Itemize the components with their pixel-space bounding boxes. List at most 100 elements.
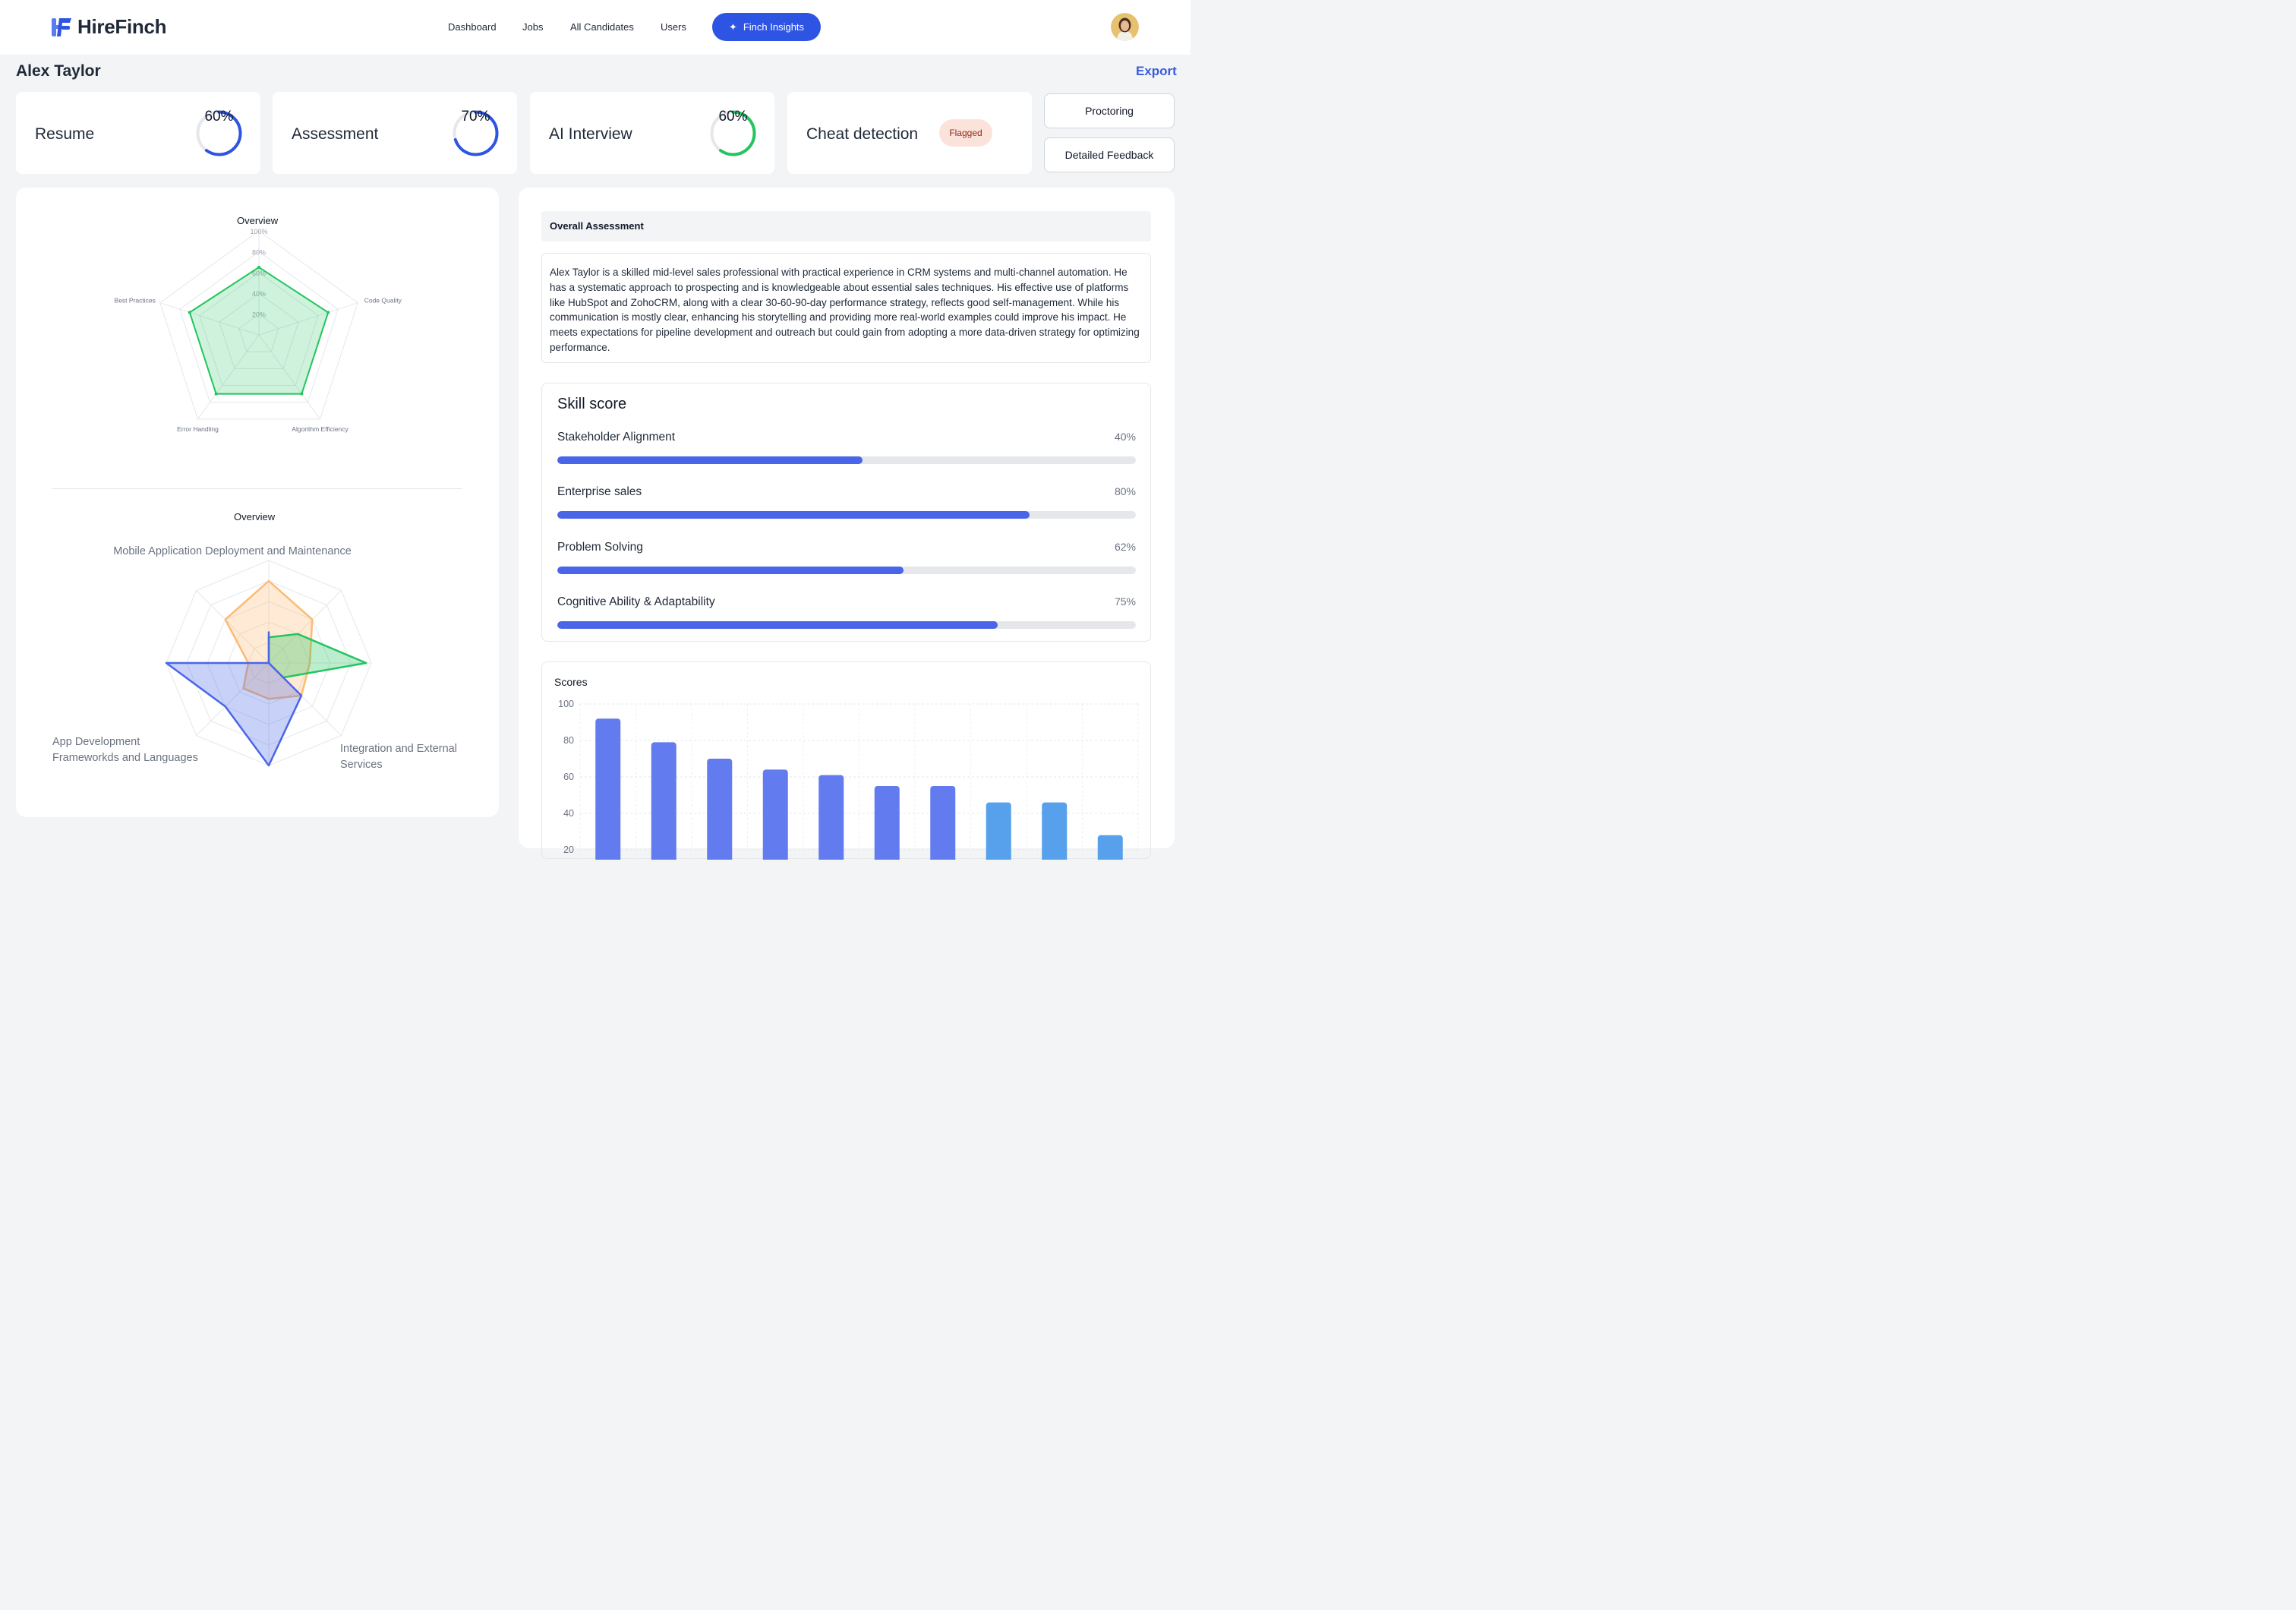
detailed-feedback-button[interactable]: Detailed Feedback — [1044, 137, 1175, 172]
radar-point — [214, 392, 218, 396]
score-bar[interactable] — [1042, 802, 1068, 860]
top-navbar: HireFinch Dashboard Jobs All Candidates … — [0, 0, 1191, 55]
scores-bar-chart: 100 80 60 40 20 — [558, 699, 1139, 860]
radar-grid-ring — [159, 230, 358, 420]
radar-chart-mobile-skills: Mobile Application Deployment and Mainte… — [52, 545, 457, 771]
skill-name: Cognitive Ability & Adaptability — [557, 595, 715, 608]
assessment-label: Assessment — [292, 125, 379, 143]
radar-axis-label: App Development — [52, 736, 140, 748]
assessment-card[interactable]: Assessment 70% — [273, 92, 517, 174]
finch-insights-button[interactable]: ✦ Finch Insights — [712, 13, 821, 41]
sparkle-icon: ✦ — [728, 21, 737, 33]
skill-percent: 62% — [1114, 541, 1136, 553]
score-bar[interactable] — [818, 775, 844, 860]
skill-percent: 80% — [1114, 485, 1136, 497]
radar-point — [326, 311, 330, 314]
ai-interview-score: 60% — [718, 109, 748, 125]
scores-title: Scores — [554, 676, 588, 688]
ai-interview-card[interactable]: AI Interview 60% — [530, 92, 774, 174]
score-bar[interactable] — [762, 769, 788, 860]
score-bar[interactable] — [1097, 835, 1123, 860]
radar-axis-line — [258, 302, 358, 336]
radar-point — [257, 265, 260, 269]
skill-percent: 75% — [1114, 595, 1136, 608]
radar-point — [188, 311, 191, 314]
radar-axis-label: Services — [340, 759, 383, 771]
radar-axis-label: Mobile Application Deployment and Mainte… — [113, 545, 352, 557]
radar-grid-ring — [238, 313, 279, 352]
skill-bar-track — [557, 511, 1136, 519]
nav-all-candidates[interactable]: All Candidates — [570, 21, 634, 33]
skill-name: Problem Solving — [557, 541, 643, 554]
nav-dashboard[interactable]: Dashboard — [448, 21, 497, 33]
resume-score: 60% — [204, 109, 234, 125]
score-bar[interactable] — [707, 759, 733, 860]
score-bar[interactable] — [874, 786, 900, 860]
radar-grid-ring — [179, 251, 339, 403]
ai-interview-label: AI Interview — [549, 125, 632, 143]
radar-tick-label: 100% — [250, 228, 267, 235]
bar-ytick-label: 60 — [563, 772, 574, 782]
avatar-portrait-icon — [1111, 13, 1139, 41]
radar-axis-line — [196, 590, 270, 664]
score-bar[interactable] — [930, 786, 956, 860]
radar-axis-label: Algorithm Efficiency — [292, 425, 348, 433]
cheat-detection-card[interactable]: Cheat detection — [787, 92, 1032, 174]
overall-assessment-text: Alex Taylor is a skilled mid-level sales… — [541, 253, 1151, 363]
export-link[interactable]: Export — [1136, 64, 1177, 78]
radar-tick-label: 80% — [252, 248, 266, 256]
scores-card: Scores 100 80 60 40 20 — [541, 661, 1151, 860]
radar-axis-label: Best Practices — [115, 297, 156, 305]
score-bar[interactable] — [651, 742, 676, 860]
skill-score-title: Skill score — [557, 396, 627, 412]
user-avatar[interactable] — [1111, 13, 1139, 41]
radar-axis-label: Frameworkds and Languages — [52, 752, 198, 764]
radar-axis-line — [258, 334, 320, 420]
radar-chart-code-skills: 20%40%60%80%100%Problem SolvingCode Qual… — [115, 228, 402, 433]
radar-series-area — [165, 631, 303, 767]
nav-jobs[interactable]: Jobs — [522, 21, 544, 33]
radar-grid-ring — [199, 272, 319, 387]
radar-series-area — [188, 266, 330, 395]
skill-bar-track — [557, 621, 1136, 629]
proctoring-button[interactable]: Proctoring — [1044, 93, 1175, 128]
brand-logo[interactable]: HireFinch — [50, 15, 167, 39]
radar-tick-label: 60% — [252, 270, 266, 277]
skill-bar-fill — [557, 456, 863, 464]
radar-axis-label: Error Handling — [177, 425, 219, 433]
skill-score-card: Skill score Stakeholder Alignment 40% En… — [541, 383, 1151, 642]
cheat-detection-label: Cheat detection — [806, 125, 919, 143]
skill-bar-fill — [557, 621, 998, 629]
radar-axis-line — [159, 302, 260, 336]
score-bar[interactable] — [986, 802, 1011, 860]
radar-series-area — [267, 633, 367, 679]
resume-card[interactable]: Resume 60% — [16, 92, 260, 174]
skill-bar-track — [557, 567, 1136, 574]
skill-bar-fill — [557, 511, 1030, 519]
radar-tick-label: 20% — [252, 311, 266, 319]
resume-label: Resume — [35, 125, 95, 143]
ai-interview-progress-ring — [710, 110, 756, 156]
brand-name: HireFinch — [77, 15, 167, 38]
overall-assessment-header: Overall Assessment — [541, 211, 1151, 242]
skill-bar-fill — [557, 567, 904, 574]
radar-point — [300, 392, 304, 396]
radar-axis-label: Integration and External — [340, 743, 457, 755]
finch-insights-label: Finch Insights — [743, 21, 805, 33]
score-bar[interactable] — [595, 718, 621, 860]
skill-percent: 40% — [1114, 431, 1136, 443]
radar-axis-line — [268, 590, 342, 664]
radar-axis-label: Code Quality — [364, 297, 402, 305]
hirefinch-logo-icon — [52, 17, 71, 36]
assessment-progress-ring — [453, 110, 499, 156]
bar-ytick-label: 20 — [563, 844, 574, 855]
bar-ytick-label: 100 — [558, 699, 574, 709]
radar-axis-line — [196, 662, 270, 736]
radar-axis-line — [197, 334, 260, 420]
bar-ytick-label: 40 — [563, 808, 574, 819]
flagged-badge: Flagged — [939, 119, 992, 147]
nav-users[interactable]: Users — [661, 21, 686, 33]
candidate-name: Alex Taylor — [16, 62, 101, 80]
radar-tick-label: 40% — [252, 290, 266, 298]
bar-ytick-label: 80 — [563, 735, 574, 746]
